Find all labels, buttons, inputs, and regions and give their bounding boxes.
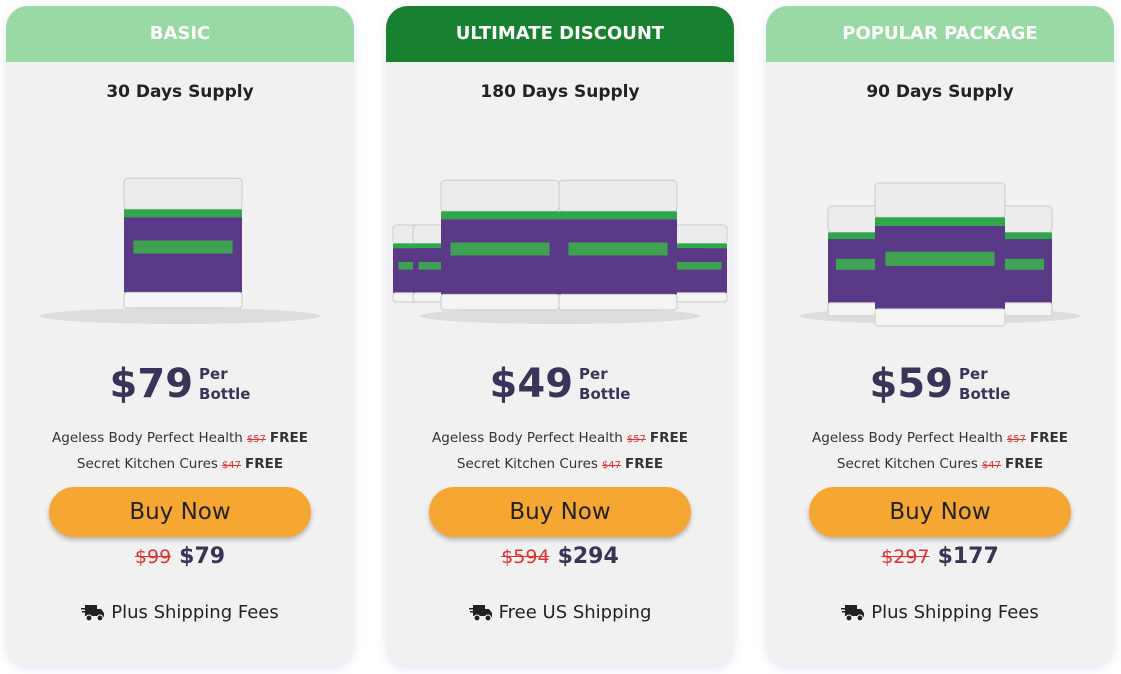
bonus-old-price: $57 <box>246 434 266 445</box>
shipping-text: Free US Shipping <box>498 602 652 623</box>
price: $49 <box>489 361 574 407</box>
bonus-tag: FREE <box>1005 456 1044 472</box>
per-label: Per <box>579 365 608 383</box>
bonus-name: Ageless Body Perfect Health <box>432 430 623 446</box>
shipping-info: Plus Shipping Fees <box>766 602 1114 623</box>
bonus-name: Secret Kitchen Cures <box>76 456 218 472</box>
pricing-card: POPULAR PACKAGE 90 Days Supply $59 Per Bottl… <box>766 6 1114 666</box>
old-total: $99 <box>134 546 172 568</box>
per-unit: Per Bottle <box>959 364 1010 404</box>
bonus-line: Ageless Body Perfect Health $57 FREE <box>766 430 1114 446</box>
bonus-line: Secret Kitchen Cures $47 FREE <box>386 456 734 472</box>
price: $79 <box>109 361 194 407</box>
bonus-line: Secret Kitchen Cures $47 FREE <box>766 456 1114 472</box>
per-label: Per <box>959 365 988 383</box>
price-block: $59 Per Bottle <box>766 361 1114 407</box>
bonus-tag: FREE <box>649 430 688 446</box>
truck-icon <box>468 604 492 621</box>
bonus-tag: FREE <box>625 456 664 472</box>
price-block: $49 Per Bottle <box>386 361 734 407</box>
product-image <box>40 177 320 324</box>
bonus-old-price: $57 <box>626 434 646 445</box>
card-header: ULTIMATE DISCOUNT <box>386 6 734 62</box>
new-total: $177 <box>937 544 999 569</box>
total-price: $594 $294 <box>386 544 734 569</box>
buy-now-button[interactable]: Buy Now <box>809 487 1071 537</box>
pricing-card: BASIC 30 Days Supply $79 Per Bottle Ageless B… <box>6 6 354 666</box>
shipping-text: Plus Shipping Fees <box>111 602 279 623</box>
per-label: Per <box>199 365 228 383</box>
card-header: POPULAR PACKAGE <box>766 6 1114 62</box>
shipping-info: Plus Shipping Fees <box>6 602 354 623</box>
new-total: $294 <box>557 544 619 569</box>
old-total: $594 <box>501 546 550 568</box>
bonus-name: Secret Kitchen Cures <box>836 456 978 472</box>
bonus-tag: FREE <box>1029 430 1068 446</box>
unit-label: Bottle <box>199 385 251 403</box>
bonus-name: Secret Kitchen Cures <box>456 456 598 472</box>
bonus-old-price: $57 <box>1006 434 1026 445</box>
total-price: $99 $79 <box>6 544 354 569</box>
per-unit: Per Bottle <box>199 364 250 404</box>
unit-label: Bottle <box>959 385 1011 403</box>
truck-icon <box>841 604 865 621</box>
bonus-name: Ageless Body Perfect Health <box>812 430 1003 446</box>
truck-icon <box>81 604 105 621</box>
supply-label: 180 Days Supply <box>480 82 640 102</box>
bonus-tag: FREE <box>269 430 308 446</box>
old-total: $297 <box>881 546 930 568</box>
shipping-info: Free US Shipping <box>386 602 734 623</box>
pricing-card: ULTIMATE DISCOUNT 180 Days Supply $49 Per Bo… <box>386 6 734 666</box>
buy-now-button[interactable]: Buy Now <box>429 487 691 537</box>
price: $59 <box>869 361 954 407</box>
bonus-old-price: $47 <box>601 460 622 471</box>
bonus-old-price: $47 <box>981 460 1002 471</box>
bonus-name: Ageless Body Perfect Health <box>52 430 243 446</box>
buy-now-button[interactable]: Buy Now <box>49 487 311 537</box>
per-unit: Per Bottle <box>579 364 630 404</box>
price-block: $79 Per Bottle <box>6 361 354 407</box>
bonus-tag: FREE <box>245 456 284 472</box>
card-header: BASIC <box>6 6 354 62</box>
total-price: $297 $177 <box>766 544 1114 569</box>
bonus-line: Ageless Body Perfect Health $57 FREE <box>386 430 734 446</box>
bonus-old-price: $47 <box>221 460 242 471</box>
new-total: $79 <box>179 544 226 569</box>
unit-label: Bottle <box>579 385 631 403</box>
bonus-line: Secret Kitchen Cures $47 FREE <box>6 456 354 472</box>
shipping-text: Plus Shipping Fees <box>871 602 1039 623</box>
product-image <box>392 179 728 324</box>
bonus-line: Ageless Body Perfect Health $57 FREE <box>6 430 354 446</box>
product-image <box>800 182 1080 327</box>
supply-label: 30 Days Supply <box>106 82 254 102</box>
supply-label: 90 Days Supply <box>866 82 1014 102</box>
